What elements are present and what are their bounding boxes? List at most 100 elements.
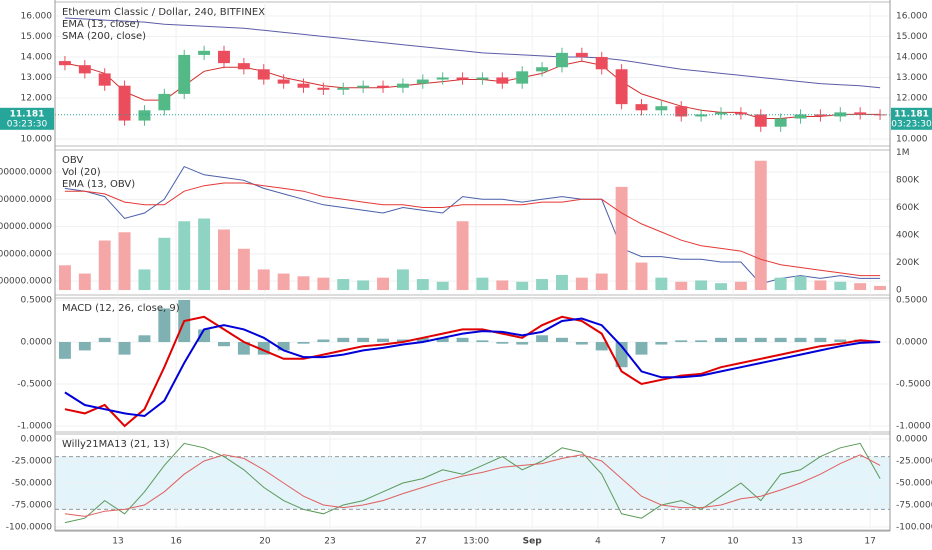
candle-body xyxy=(854,112,867,115)
series-line xyxy=(64,317,881,418)
y-tick-label: 0.0000 xyxy=(896,434,928,444)
candle-body xyxy=(98,73,111,86)
y-tick-label: 6000000.0000 xyxy=(0,277,52,287)
histogram-bar xyxy=(277,342,290,351)
y-tick-label: -50.0000 xyxy=(12,479,53,489)
last-price-label: 11.181 xyxy=(10,109,45,119)
pane-title: Willy21MA13 (21, 13) xyxy=(62,439,170,450)
volume-bar xyxy=(575,277,588,291)
y-tick-label: 12.000 xyxy=(896,94,928,104)
histogram-bar xyxy=(198,329,211,343)
volume-bar xyxy=(337,279,350,291)
y-tick-label: 10.000 xyxy=(21,135,53,145)
volume-bar xyxy=(297,276,310,291)
candle-body xyxy=(814,114,827,117)
candle-body xyxy=(158,93,171,111)
volume-bar xyxy=(834,281,847,291)
candle-body xyxy=(396,83,409,88)
candle-body xyxy=(198,50,211,55)
y-tick-label: 7000000.0000 xyxy=(0,249,52,259)
candle-body xyxy=(655,106,668,111)
candle-body xyxy=(436,77,449,80)
volume-bar xyxy=(615,186,628,291)
y-tick-label: 0.5000 xyxy=(21,296,53,306)
y-tick-label: 10000000.0000 xyxy=(0,168,52,178)
candle-body xyxy=(178,54,191,94)
last-price-box xyxy=(891,107,932,130)
candle-body xyxy=(416,79,429,84)
histogram-bar xyxy=(118,342,131,355)
x-tick-label: 13:00 xyxy=(463,537,489,547)
y-tick-label: 9000000.0000 xyxy=(0,195,52,205)
pane-title: Ethereum Classic / Dollar, 240, BITFINEX xyxy=(62,7,265,18)
volume-bar xyxy=(138,269,151,291)
volume-bar xyxy=(854,283,867,291)
histogram-bar xyxy=(754,337,767,343)
series-line xyxy=(64,315,881,428)
y-tick-label: 16.000 xyxy=(21,11,53,21)
y-tick-label: 15.000 xyxy=(896,32,928,42)
y2-tick-label: 200K xyxy=(896,258,920,268)
candle-body xyxy=(118,85,131,121)
histogram-bar xyxy=(695,340,708,343)
candle-body xyxy=(237,63,250,70)
series-line xyxy=(64,442,881,524)
pane-title: MACD (12, 26, close, 9) xyxy=(62,303,180,314)
last-price-box xyxy=(0,107,54,130)
candle-body xyxy=(774,118,787,127)
y-tick-label: 0.5000 xyxy=(896,296,928,306)
histogram-bar xyxy=(58,342,71,359)
y-tick-label: -25.0000 xyxy=(896,457,932,467)
y-tick-label: 13.000 xyxy=(896,73,928,83)
histogram-bar xyxy=(834,339,847,343)
candle-body xyxy=(297,83,310,88)
histogram-bar xyxy=(138,335,151,343)
x-tick-label: 27 xyxy=(415,537,426,547)
volume-bar xyxy=(874,285,887,291)
y-tick-label: -1.0000 xyxy=(17,422,52,432)
histogram-bar xyxy=(377,338,389,343)
volume-bar xyxy=(635,262,648,291)
histogram-bar xyxy=(814,337,827,343)
volume-bar xyxy=(794,276,807,291)
histogram-bar xyxy=(655,342,668,345)
y-tick-label: -50.0000 xyxy=(896,479,932,489)
volume-bar xyxy=(257,269,270,291)
series-line xyxy=(64,182,881,277)
y2-tick-label: 0 xyxy=(896,286,902,296)
volume-bar xyxy=(456,221,469,291)
volume-bar xyxy=(814,280,827,291)
candle-body xyxy=(615,69,628,105)
series-line xyxy=(64,454,881,517)
candle-body xyxy=(337,87,350,90)
y-tick-label: -100.0000 xyxy=(896,523,932,533)
histogram-bar xyxy=(575,342,588,345)
volume-bar xyxy=(158,237,171,291)
x-tick-label: 13 xyxy=(112,537,123,547)
x-tick-label: 17 xyxy=(864,537,875,547)
histogram-bar xyxy=(476,340,489,343)
candle-body xyxy=(675,106,688,117)
x-tick-label: 13 xyxy=(791,537,802,547)
volume-bar xyxy=(476,277,489,291)
histogram-bar xyxy=(218,342,230,347)
volume-bar xyxy=(774,277,787,291)
candle-body xyxy=(58,61,71,66)
candle-body xyxy=(556,52,568,68)
y-tick-label: 8000000.0000 xyxy=(0,222,52,232)
volume-bar xyxy=(237,248,250,291)
volume-bar xyxy=(416,279,429,291)
histogram-bar xyxy=(734,337,747,343)
y-tick-label: 14.000 xyxy=(21,52,53,62)
y2-tick-label: 600K xyxy=(896,203,920,213)
volume-bar xyxy=(675,281,688,291)
candle-body xyxy=(536,67,549,72)
histogram-bar xyxy=(794,337,807,343)
histogram-bar xyxy=(257,342,270,355)
histogram-bar xyxy=(357,337,370,343)
y-tick-label: -0.5000 xyxy=(896,380,931,390)
volume-bar xyxy=(178,221,191,291)
volume-bar xyxy=(317,277,330,291)
volume-bar xyxy=(436,281,449,291)
